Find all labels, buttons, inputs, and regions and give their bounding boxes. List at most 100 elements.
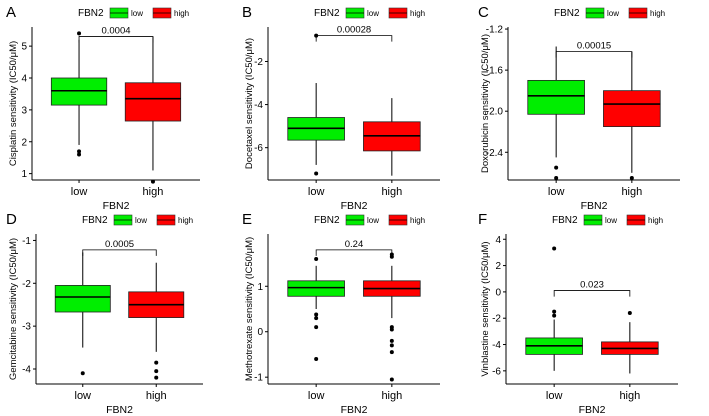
x-tick-label-high: high xyxy=(143,186,164,198)
box-low xyxy=(287,33,345,176)
x-tick-label-high: high xyxy=(381,186,402,198)
panel-letter: D xyxy=(6,211,17,228)
box-high xyxy=(601,310,659,374)
y-axis-title: Doxorubicin sensitivity (IC50/μM) xyxy=(480,34,491,173)
y-axis-title: Gemcitabine sensitivity (IC50/μM) xyxy=(8,238,19,380)
x-axis-title: FBN2 xyxy=(341,200,368,212)
box-iqr-high xyxy=(603,90,661,128)
y-tick-label: 4 xyxy=(495,235,501,246)
outlier-point xyxy=(314,316,319,321)
legend-label-high: high xyxy=(650,9,665,18)
bracket-line xyxy=(82,249,157,256)
box-low xyxy=(525,246,583,371)
panel-a: A FBN2 low high 1 2 3 4 5 low high FBN2 Cisplatin se… xyxy=(6,4,200,212)
x-tick-label-low: low xyxy=(71,186,88,198)
p-value: 0.24 xyxy=(345,239,364,250)
significance-bracket: 0.24 xyxy=(315,239,393,256)
x-axis-title: FBN2 xyxy=(579,404,606,416)
box-high xyxy=(363,252,421,382)
y-axis-title: Vinblastine sensitivity (IC50/μM) xyxy=(480,241,491,376)
p-value: 0.00015 xyxy=(577,41,611,52)
box-low xyxy=(527,46,585,180)
outlier-point xyxy=(80,371,85,376)
x-tick-label-low: low xyxy=(75,390,92,402)
x-tick-label-high: high xyxy=(619,390,640,402)
legend-label-high: high xyxy=(410,9,425,18)
box-iqr-low xyxy=(527,79,585,115)
panel-letter: E xyxy=(242,211,252,228)
outlier-point xyxy=(77,149,82,154)
x-tick-label-low: low xyxy=(546,390,563,402)
y-tick-label: -1.2 xyxy=(486,25,504,36)
legend: FBN2 low high xyxy=(552,214,663,226)
outlier-point xyxy=(154,360,159,365)
significance-bracket: 0.023 xyxy=(553,280,631,297)
outlier-point xyxy=(314,357,319,361)
panel-letter: F xyxy=(478,211,487,228)
outlier-point xyxy=(389,350,394,355)
legend-title: FBN2 xyxy=(554,8,580,19)
outlier-point xyxy=(314,257,319,261)
legend-title: FBN2 xyxy=(78,8,104,19)
legend-label-low: low xyxy=(367,9,379,18)
p-value: 0.00028 xyxy=(337,25,371,36)
legend-title: FBN2 xyxy=(314,8,340,19)
x-axis-title: FBN2 xyxy=(341,404,368,416)
box-iqr-low xyxy=(287,280,345,297)
y-tick-label: -4 xyxy=(22,365,31,376)
legend-label-high: high xyxy=(648,216,663,225)
legend: FBN2 low high xyxy=(82,214,193,226)
outlier-point xyxy=(627,310,632,315)
significance-bracket: 0.0005 xyxy=(82,239,157,256)
outlier-point xyxy=(314,312,319,317)
x-tick-label-high: high xyxy=(621,186,642,198)
outlier-point xyxy=(150,179,155,184)
bracket-line xyxy=(315,249,393,256)
y-tick-label: -2 xyxy=(254,57,263,68)
outlier-point xyxy=(77,31,82,36)
legend-label-low: low xyxy=(131,9,143,18)
y-tick-label: 4 xyxy=(21,74,27,85)
legend-title: FBN2 xyxy=(314,215,340,226)
legend-label-low: low xyxy=(605,216,617,225)
y-tick-label: -4 xyxy=(254,100,263,111)
y-tick-label: -2 xyxy=(22,279,31,290)
legend-title: FBN2 xyxy=(82,215,108,226)
y-tick-label: -1.6 xyxy=(486,66,504,77)
significance-bracket: 0.00028 xyxy=(315,25,393,42)
p-value: 0.023 xyxy=(580,280,604,291)
legend-label-low: low xyxy=(367,216,379,225)
panel-e: E FBN2 low high -1 0 1 low high FBN2 Methotrexate … xyxy=(242,211,440,416)
y-tick-label: -4 xyxy=(492,340,501,351)
outlier-point xyxy=(314,325,319,330)
y-tick-label: -2.0 xyxy=(486,107,504,118)
panel-f: F FBN2 low high -6 -4 -2 0 2 4 low high FBN2 Vinblast… xyxy=(478,211,678,416)
box-iqr-high xyxy=(124,82,182,122)
panel-c: C FBN2 low high -2.4 -2.0 -1.6 -1.2 low high FBN2 D… xyxy=(478,4,680,212)
box-low xyxy=(287,257,345,361)
x-axis-title: FBN2 xyxy=(581,200,608,212)
legend-label-high: high xyxy=(410,216,425,225)
p-value: 0.0005 xyxy=(105,239,134,250)
bracket-line xyxy=(78,36,154,43)
x-tick-label-high: high xyxy=(146,390,167,402)
y-tick-label: 0 xyxy=(257,327,263,338)
outlier-point xyxy=(314,171,319,176)
bracket-line xyxy=(315,35,393,42)
outlier-point xyxy=(154,375,159,380)
box-low xyxy=(50,31,108,157)
y-tick-label: -1 xyxy=(22,236,31,247)
box-high xyxy=(128,262,185,380)
outlier-point xyxy=(389,343,394,348)
legend: FBN2 low high xyxy=(314,214,425,226)
y-tick-label: -2 xyxy=(492,314,501,325)
panel-letter: C xyxy=(478,4,489,21)
y-tick-label: 2 xyxy=(495,261,501,272)
outlier-point xyxy=(389,327,394,332)
outlier-point xyxy=(154,369,159,374)
box-high xyxy=(124,36,182,184)
y-axis-title: Docetaxel sensitivity (IC50/μM) xyxy=(244,38,255,169)
legend-label-low: low xyxy=(135,216,147,225)
legend: FBN2 low high xyxy=(314,7,425,19)
